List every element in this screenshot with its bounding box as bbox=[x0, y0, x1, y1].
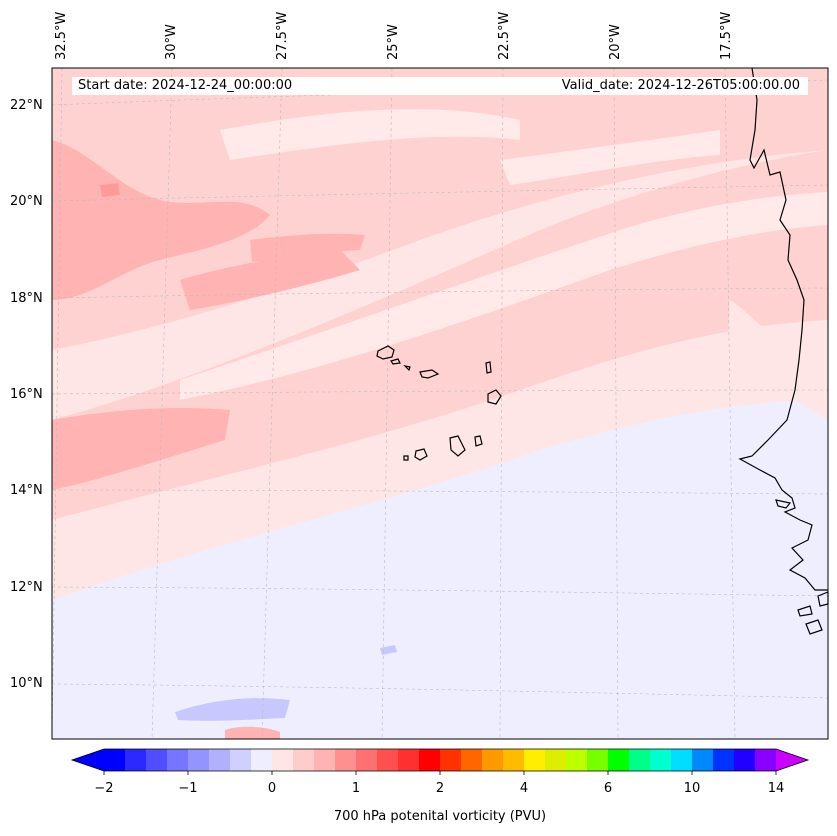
lat-label-16n: 16°N bbox=[10, 387, 43, 402]
lat-label-22n: 22°N bbox=[10, 98, 43, 113]
island-brava bbox=[403, 455, 409, 461]
colorbar-cell bbox=[440, 749, 462, 771]
colorbar-title: 700 hPa potenital vorticity (PVU) bbox=[333, 809, 547, 824]
pv-blue-spot bbox=[380, 645, 397, 655]
island-santiago bbox=[449, 435, 466, 457]
island-santo-antao bbox=[376, 345, 395, 360]
island-sao-nicolau bbox=[419, 369, 440, 379]
lat-label-18n: 18°N bbox=[10, 291, 43, 306]
colorbar-cell bbox=[125, 749, 147, 771]
island-sao-vicente bbox=[390, 358, 401, 365]
pv-field bbox=[52, 68, 828, 739]
colorbar-cell bbox=[293, 749, 315, 771]
colorbar-cell bbox=[650, 749, 672, 771]
colorbar-cell bbox=[566, 749, 588, 771]
colorbar-cell bbox=[377, 749, 399, 771]
pv-strong-spot bbox=[100, 183, 120, 197]
lon-label-25w: 25°W bbox=[386, 24, 401, 60]
colorbar-tick-label: −1 bbox=[178, 781, 198, 796]
lat-label-14n: 14°N bbox=[10, 483, 43, 498]
colorbar bbox=[70, 748, 810, 775]
lon-label-22-5w: 22.5°W bbox=[497, 11, 512, 60]
colorbar-cell bbox=[230, 749, 252, 771]
colorbar-cell bbox=[188, 749, 210, 771]
colorbar-cell bbox=[503, 749, 525, 771]
colorbar-cell bbox=[734, 749, 756, 771]
colorbar-cell bbox=[146, 749, 168, 771]
colorbar-tick-label: 2 bbox=[435, 781, 445, 796]
lat-label-12n: 12°N bbox=[10, 580, 43, 595]
colorbar-cell bbox=[251, 749, 273, 771]
colorbar-cell bbox=[335, 749, 357, 771]
pv-moderate-patch-nw bbox=[52, 140, 270, 300]
pv-pale-ribbon bbox=[180, 192, 828, 400]
pv-upper-gap bbox=[220, 109, 520, 160]
colorbar-cell bbox=[692, 749, 714, 771]
lat-label-10n: 10°N bbox=[10, 676, 43, 691]
island-santa-luzia bbox=[403, 365, 411, 372]
colorbar-cell bbox=[524, 749, 546, 771]
pv-blue-patch bbox=[175, 698, 290, 721]
cape-verde-islands bbox=[376, 345, 502, 461]
map-frame bbox=[51, 67, 829, 740]
colorbar-cell bbox=[398, 749, 420, 771]
colorbar-cell bbox=[587, 749, 609, 771]
colorbar-tick-label: 6 bbox=[603, 781, 613, 796]
colorbar-cell bbox=[356, 749, 378, 771]
pv-south-pink-spot bbox=[225, 726, 280, 739]
colorbar-tick-marks bbox=[103, 771, 777, 775]
date-info-box: Start date: 2024-12-24_00:00:00 Valid_da… bbox=[72, 77, 808, 95]
colorbar-min-extension bbox=[72, 749, 104, 771]
pv-moderate-patch-3 bbox=[250, 233, 365, 262]
colorbar-cell bbox=[671, 749, 693, 771]
colorbar-tick-label: 14 bbox=[767, 781, 785, 796]
lon-label-20w: 20°W bbox=[608, 24, 623, 60]
colorbar-tick-label: 4 bbox=[519, 781, 529, 796]
colorbar-cell bbox=[419, 749, 441, 771]
colorbar-cell bbox=[629, 749, 651, 771]
colorbar-cell bbox=[209, 749, 231, 771]
lon-label-32-5w: 32.5°W bbox=[54, 11, 69, 60]
colorbar-tick-label: 1 bbox=[351, 781, 361, 796]
colorbar-max-extension bbox=[776, 749, 808, 771]
island-fogo bbox=[414, 448, 428, 461]
colorbar-cell bbox=[608, 749, 630, 771]
colorbar-cell bbox=[272, 749, 294, 771]
colorbar-tick-label: −2 bbox=[94, 781, 114, 796]
colorbar-cell bbox=[314, 749, 336, 771]
pv-upper-gap-2 bbox=[500, 130, 720, 185]
colorbar-cell bbox=[755, 749, 777, 771]
pv-moderate-patch-2 bbox=[180, 250, 360, 310]
colorbar-tick-label: 10 bbox=[683, 781, 701, 796]
pv-negative-region bbox=[52, 385, 828, 739]
lon-label-30w: 30°W bbox=[164, 24, 179, 60]
colorbar-cell bbox=[482, 749, 504, 771]
colorbar-cells bbox=[104, 749, 777, 771]
island-boa-vista bbox=[487, 389, 502, 405]
lon-label-17-5w: 17.5°W bbox=[719, 11, 734, 60]
start-date-label: Start date: 2024-12-24_00:00:00 bbox=[78, 78, 293, 93]
colorbar-cell bbox=[461, 749, 483, 771]
colorbar-cell bbox=[104, 749, 126, 771]
lat-label-20n: 20°N bbox=[10, 194, 43, 209]
island-maio bbox=[474, 435, 483, 447]
valid-date-label: Valid_date: 2024-12-26T05:00:00.00 bbox=[561, 78, 800, 93]
colorbar-cell bbox=[713, 749, 735, 771]
colorbar-cell bbox=[167, 749, 189, 771]
pv-moderate-patch-sw bbox=[52, 408, 230, 490]
island-sal bbox=[485, 361, 492, 374]
colorbar-cell bbox=[545, 749, 567, 771]
colorbar-tick-label: 0 bbox=[267, 781, 277, 796]
lon-label-27-5w: 27.5°W bbox=[275, 11, 290, 60]
